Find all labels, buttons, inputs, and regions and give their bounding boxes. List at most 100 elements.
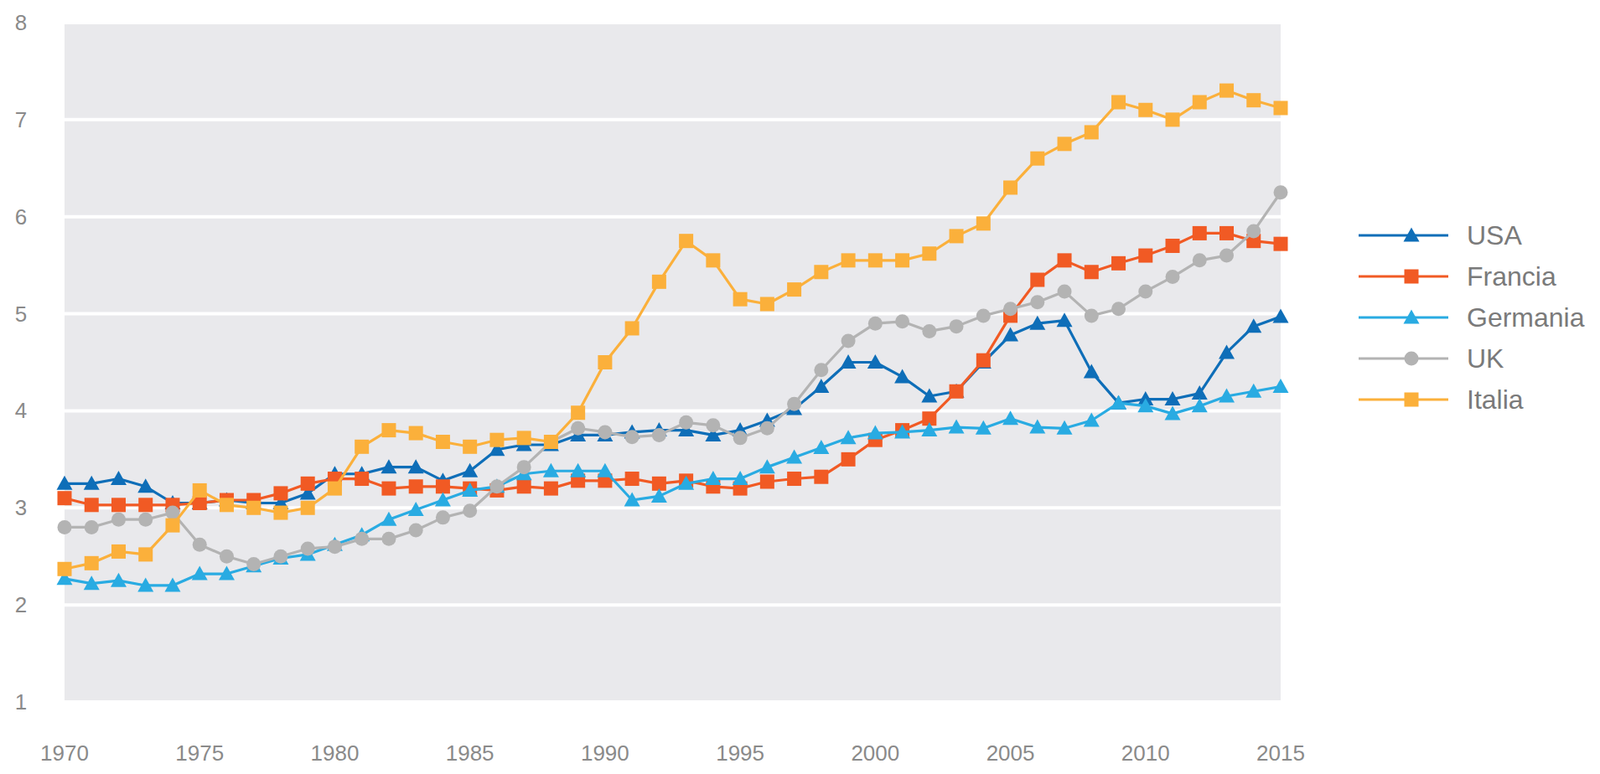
series-marker	[759, 459, 776, 474]
series-marker	[596, 463, 613, 478]
series-marker	[1056, 420, 1073, 435]
series-marker	[1192, 226, 1207, 241]
series-marker	[1111, 301, 1126, 316]
series-marker	[1246, 224, 1261, 239]
series-marker	[409, 479, 424, 494]
series-marker	[841, 452, 856, 467]
series-marker	[787, 397, 802, 412]
series-marker	[787, 471, 802, 487]
series-marker	[760, 296, 775, 311]
series-marker	[84, 556, 99, 571]
series-marker	[1165, 405, 1181, 420]
series-marker	[191, 566, 208, 581]
series-marker	[841, 253, 856, 268]
y-tick-label: 8	[15, 10, 27, 36]
legend-line	[1358, 398, 1449, 401]
series-marker	[380, 459, 397, 474]
x-tick-label: 2000	[850, 740, 900, 767]
series-marker	[1219, 83, 1234, 99]
y-tick-label: 1	[15, 689, 27, 715]
series-marker	[517, 460, 532, 475]
legend-label: Italia	[1466, 384, 1524, 415]
grid-line	[64, 20, 1281, 25]
series-marker	[1057, 253, 1072, 268]
series-marker	[408, 459, 425, 474]
series-marker	[354, 532, 369, 547]
series-marker	[218, 566, 235, 581]
series-marker	[543, 434, 559, 450]
series-marker	[949, 384, 964, 399]
series-marker	[921, 324, 937, 339]
series-marker	[733, 292, 748, 307]
series-marker	[517, 430, 532, 446]
plot-background	[64, 22, 1281, 703]
grid-line	[64, 409, 1281, 413]
series-marker	[760, 475, 775, 490]
series-marker	[354, 471, 369, 487]
series-marker	[1165, 391, 1181, 406]
series-marker	[354, 440, 369, 455]
x-tick-label: 2005	[986, 740, 1036, 767]
series-marker	[1111, 256, 1126, 271]
series-marker	[435, 510, 451, 525]
series-marker	[111, 497, 126, 513]
series-marker	[1138, 103, 1153, 118]
series-marker	[1030, 151, 1045, 166]
series-marker	[273, 506, 288, 521]
grid-line	[64, 215, 1281, 219]
series-marker	[1218, 344, 1235, 359]
series-marker	[83, 575, 100, 591]
series-marker	[787, 282, 802, 297]
series-marker	[868, 253, 883, 268]
legend-line	[1358, 233, 1449, 237]
series-marker	[543, 463, 560, 478]
series-marker	[1219, 248, 1234, 264]
series-line	[64, 386, 1281, 586]
series-marker	[894, 368, 911, 384]
series-marker	[246, 501, 261, 516]
series-marker	[1110, 395, 1127, 410]
series-marker	[138, 512, 153, 528]
series-marker	[760, 421, 775, 436]
series-marker	[867, 425, 884, 441]
series-marker	[1165, 238, 1181, 254]
series-marker	[975, 420, 992, 435]
series-marker	[1003, 180, 1018, 195]
series-marker	[138, 497, 153, 513]
series-marker	[57, 562, 73, 577]
series-marker	[1110, 395, 1127, 410]
series-marker	[705, 253, 720, 268]
legend-line	[1358, 357, 1449, 360]
series-marker	[1273, 185, 1289, 200]
series-marker	[381, 481, 396, 497]
series-marker	[570, 405, 586, 420]
series-marker	[733, 430, 748, 446]
series-marker	[678, 233, 694, 249]
series-marker	[219, 497, 234, 513]
series-marker	[813, 264, 829, 280]
series-marker	[1056, 312, 1073, 327]
series-group	[56, 83, 1290, 593]
series-marker	[110, 471, 127, 486]
x-tick-label: 1970	[40, 740, 89, 767]
series-marker	[625, 429, 640, 445]
series-marker	[434, 492, 451, 508]
legend-marker	[1403, 227, 1420, 243]
legend-marker	[1404, 269, 1419, 285]
series-marker	[489, 479, 504, 494]
series-marker	[327, 539, 342, 555]
series-marker	[652, 274, 667, 290]
series-marker	[489, 433, 504, 448]
series-marker	[1138, 248, 1153, 264]
series-marker	[1192, 95, 1207, 110]
series-marker	[812, 440, 829, 455]
series-marker	[83, 476, 100, 491]
series-marker	[597, 424, 612, 440]
series-marker	[1137, 398, 1154, 413]
series-marker	[192, 538, 208, 553]
series-marker	[1002, 327, 1019, 342]
series-marker	[138, 547, 153, 562]
series-marker	[1057, 284, 1072, 299]
legend-label: UK	[1466, 343, 1504, 374]
series-marker	[462, 440, 477, 455]
